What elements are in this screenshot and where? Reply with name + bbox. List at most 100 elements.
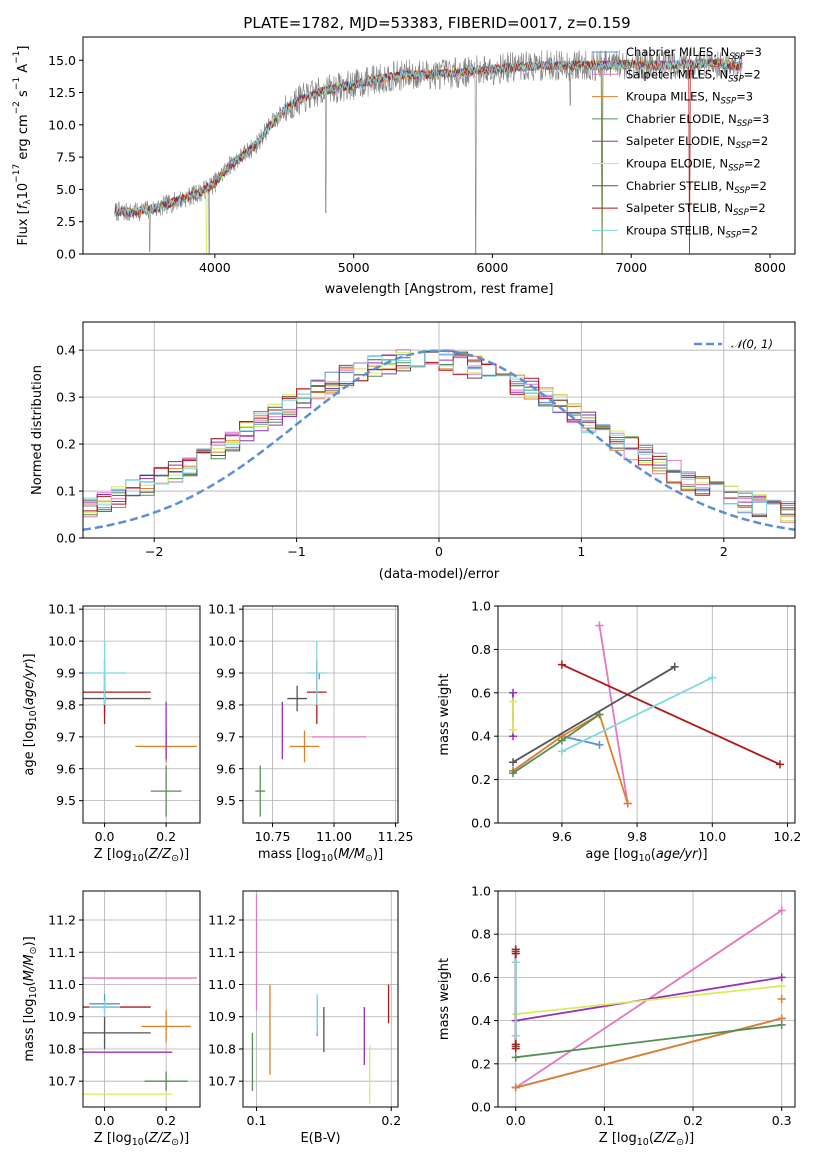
spectrum-xtick-label: 6000 xyxy=(477,260,509,275)
residuals-ytick-label: 0.3 xyxy=(56,390,76,405)
spectrum-xtick-label: 8000 xyxy=(754,260,786,275)
residuals-xtick-label: 1 xyxy=(577,544,585,559)
spectrum-xtick-label: 4000 xyxy=(199,260,231,275)
spectrum-legend-label: Kroupa ELODIE, NSSP=2 xyxy=(626,157,761,174)
mass_vs_Z-ytick-label: 10.9 xyxy=(48,1009,76,1024)
massweight_vs_Z-xlabel: Z [log10(Z/Z⊙)] xyxy=(599,1131,694,1148)
mass_vs_ebv-ytick-label: 11.1 xyxy=(208,945,236,960)
age_vs_mass-plot-area xyxy=(255,641,367,817)
massweight_vs_Z-marker xyxy=(777,995,786,1003)
mass_vs_Z-ytick-label: 11.2 xyxy=(48,913,76,928)
mass_vs_Z-xlabel: Z [log10(Z/Z⊙)] xyxy=(94,1131,189,1148)
spectrum-plot-area xyxy=(114,47,743,254)
figure-title: PLATE=1782, MJD=53383, FIBERID=0017, z=0… xyxy=(243,14,630,32)
mass_vs_ebv-axes-box xyxy=(242,890,399,1108)
age_vs_Z-ytick-label: 9.6 xyxy=(56,761,76,776)
age_vs_mass-ytick-label: 10.1 xyxy=(208,602,236,617)
spectrum-legend-label: Chabrier ELODIE, NSSP=3 xyxy=(626,112,769,129)
spectrum-legend-label: Chabrier STELIB, NSSP=2 xyxy=(626,179,767,196)
massweight_vs_Z-marker xyxy=(777,906,786,915)
residuals-ytick-label: 0.0 xyxy=(56,531,76,546)
massweight_vs_Z-marker xyxy=(511,958,520,967)
spectrum-model-line xyxy=(114,58,743,217)
massweight_vs_Z-marker xyxy=(511,1083,520,1092)
massweight_vs_age-plot-area xyxy=(509,621,784,808)
age_vs_mass-ytick-label: 10.0 xyxy=(208,634,236,649)
mass_vs_Z-ytick-label: 10.7 xyxy=(48,1074,76,1089)
spectrum-xtick-label: 7000 xyxy=(615,260,647,275)
residuals-xlabel: (data-model)/error xyxy=(379,567,500,582)
mass_vs_ebv-ytick-label: 10.9 xyxy=(208,1009,236,1024)
massweight_vs_Z-ytick-label: 0.0 xyxy=(471,1100,491,1115)
massweight_vs_age-xtick-label: 10.0 xyxy=(698,829,726,844)
age_vs_Z-plot-area xyxy=(83,641,197,817)
spectrum-xtick-label: 5000 xyxy=(338,260,370,275)
massweight_vs_Z-frame: 0.0 0.1 0.2 0.3 0.0 0.2 0.4 0.6 0.8 1.0 xyxy=(471,884,796,1128)
spectrum-ytick-label: 7.5 xyxy=(56,150,76,165)
mass_vs_ebv-xtick-label: 0.2 xyxy=(381,1113,401,1128)
massweight_vs_Z-marker xyxy=(777,982,786,991)
massweight_vs_age-ytick-label: 0.4 xyxy=(471,729,491,744)
massweight_vs_age-ytick-label: 1.0 xyxy=(471,599,491,614)
spectrum-ytick-label: 2.5 xyxy=(56,214,76,229)
massweight_vs_age-marker xyxy=(509,688,518,697)
massweight_vs_age-ytick-label: 0.2 xyxy=(471,772,491,787)
massweight_vs_Z-marker xyxy=(511,1031,520,1040)
spectrum-legend-label: Kroupa STELIB, NSSP=2 xyxy=(626,223,758,240)
residuals-ytick-label: 0.4 xyxy=(56,343,76,358)
mass_vs_ebv-plot-area xyxy=(251,894,390,1104)
age_vs_Z-ytick-label: 10.0 xyxy=(48,634,76,649)
residuals-xtick-label: −1 xyxy=(287,544,305,559)
spectrum-axes-box xyxy=(82,36,796,255)
mass_vs_ebv-ytick-label: 10.7 xyxy=(208,1074,236,1089)
massweight_vs_age-series-line xyxy=(561,676,713,753)
mass_vs_Z-axes-box xyxy=(82,890,201,1108)
spectrum-frame: 4000 5000 6000 7000 8000 0.0 2.5 5.0 7.5 10.0 12.5… xyxy=(48,36,796,275)
massweight_vs_age-marker xyxy=(509,725,518,734)
age_vs_Z-ytick-label: 10.1 xyxy=(48,602,76,617)
massweight_vs_age-series-line xyxy=(512,713,629,804)
age_vs_Z-xtick-label: 0.0 xyxy=(95,829,115,844)
spectrum-legend: Chabrier MILES, NSSP=3 Salpeter MILES, NS… xyxy=(592,45,769,240)
massweight_vs_Z-series-line xyxy=(515,985,782,1015)
spectrum-legend-label: Salpeter STELIB, NSSP=2 xyxy=(626,201,766,218)
massweight_vs_age-marker xyxy=(557,747,566,756)
massweight_vs_age-marker xyxy=(595,621,604,630)
mass_vs_ebv-axis-labels: E(B-V) xyxy=(300,1131,340,1146)
residuals-normal-curve xyxy=(83,349,795,532)
age_vs_Z-axis-labels: Z [log10(Z/Z⊙)] age [log10(age/yr)] xyxy=(22,653,189,864)
residuals-legend-label: 𝒩(0, 1) xyxy=(731,337,773,351)
spectrum-ytick-label: 5.0 xyxy=(56,182,76,197)
massweight_vs_Z-marker xyxy=(777,1020,786,1029)
massweight_vs_age-marker xyxy=(708,673,717,682)
massweight_vs_age-ytick-label: 0.0 xyxy=(471,816,491,831)
age_vs_Z-frame: 0.0 0.2 9.5 9.6 9.7 9.8 9.9 10.0 10.1 xyxy=(48,602,201,844)
mass_vs_Z-axis-labels: Z [log10(Z/Z⊙)] mass [log10(M/M⊙)] xyxy=(22,936,189,1148)
age_vs_Z-xtick-label: 0.2 xyxy=(156,829,176,844)
massweight_vs_age-axis-labels: age [log10(age/yr)] mass weight xyxy=(437,673,708,864)
age_vs_mass-ytick-label: 9.5 xyxy=(216,793,236,808)
massweight_vs_Z-xtick-label: 0.1 xyxy=(594,1113,614,1128)
age_vs_Z-axes-box xyxy=(82,605,201,824)
massweight_vs_Z-plot-area xyxy=(511,906,786,1092)
spectrum-ytick-label: 15.0 xyxy=(48,53,76,68)
age_vs_Z-ytick-label: 9.9 xyxy=(56,666,76,681)
spectrum-legend-label: Chabrier MILES, NSSP=3 xyxy=(626,45,762,62)
massweight_vs_Z-series-line xyxy=(515,1024,782,1059)
spectrum-ytick-label: 0.0 xyxy=(56,247,76,262)
spectrum-ytick-label: 10.0 xyxy=(48,117,76,132)
mass_vs_ebv-xlabel: E(B-V) xyxy=(300,1131,340,1146)
age_vs_mass-xlabel: mass [log10(M/M⊙)] xyxy=(258,847,383,864)
age_vs_Z-ytick-label: 9.5 xyxy=(56,793,76,808)
massweight_vs_Z-marker xyxy=(511,949,520,958)
massweight_vs_age-marker xyxy=(509,758,518,767)
residuals-ylabel: Normed distribution xyxy=(30,365,45,495)
massweight_vs_age-series-line xyxy=(561,663,781,766)
age_vs_mass-xtick-label: 11.00 xyxy=(316,829,352,844)
residuals-frame: −2 −1 0 1 2 0.0 0.1 0.2 0.3 0.4 xyxy=(56,321,796,559)
massweight_vs_age-marker xyxy=(509,769,518,778)
age_vs_mass-ytick-label: 9.9 xyxy=(216,666,236,681)
massweight_vs_age-series-line xyxy=(598,625,629,804)
mass_vs_Z-xtick-label: 0.2 xyxy=(156,1113,176,1128)
age_vs_mass-ytick-label: 9.6 xyxy=(216,761,236,776)
